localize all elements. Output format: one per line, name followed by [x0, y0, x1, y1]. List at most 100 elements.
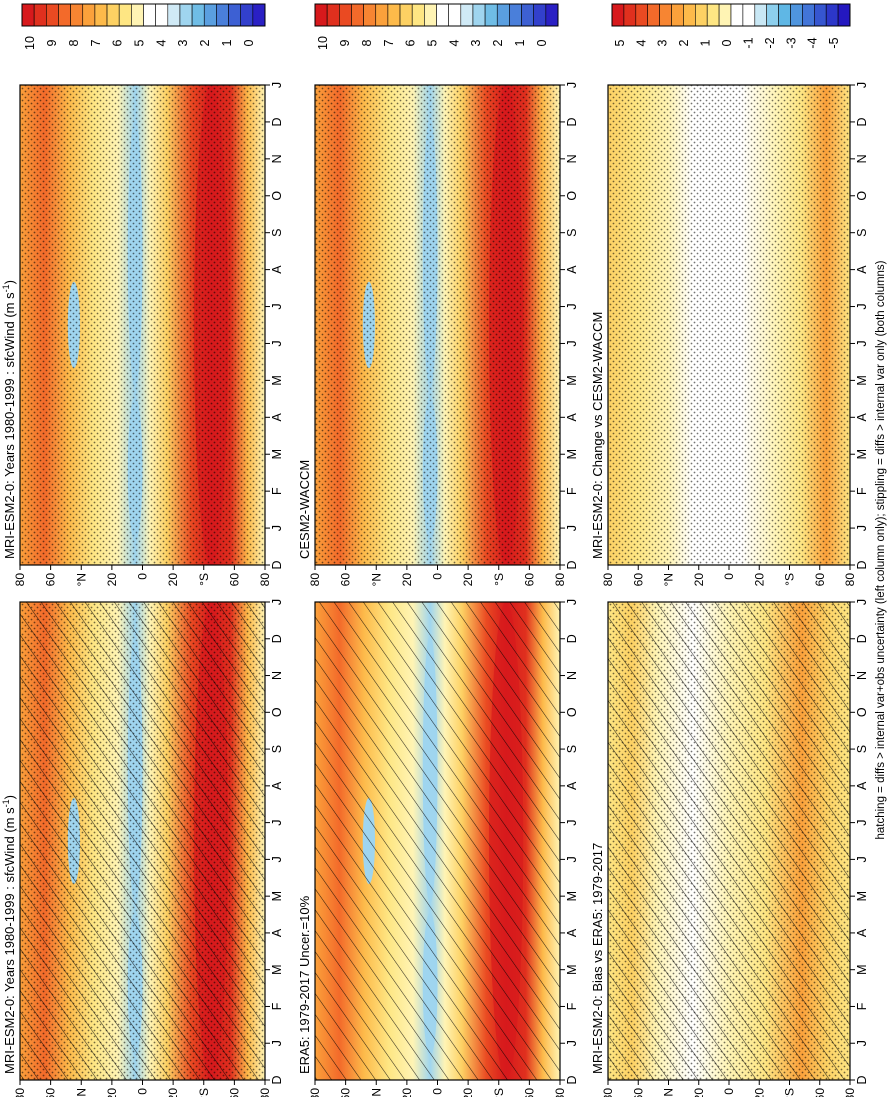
colorbar-label: 9: [338, 39, 352, 46]
panel-b-x-tick-label: O: [270, 191, 284, 201]
panel-e-y-tick-label: 20: [752, 1088, 766, 1097]
panel-b-x-tick-label: S: [270, 229, 284, 237]
panel-b-y-tick-label: 60: [227, 573, 241, 587]
colorbar-label: 3: [469, 39, 483, 46]
colorbar-swatch: [228, 3, 242, 27]
panel-c-y-tick-label: 60: [339, 1088, 353, 1097]
colorbar-swatch: [375, 3, 389, 27]
panel-f-title: MRI-ESM2-0: Change vs CESM2-WACCM: [590, 312, 605, 559]
colorbar-swatch: [33, 3, 47, 27]
panel-c-y-tick-label: °N: [369, 1088, 383, 1097]
panel-f-y-tick-label: 60: [631, 573, 645, 587]
colorbar-swatch: [131, 3, 144, 27]
colorbar-label: 7: [89, 39, 103, 46]
colorbar-label: 3: [176, 39, 190, 46]
colorbar-2: 10 9 8 7 6 5 4 3 2 1 0: [314, 3, 559, 50]
panel-c-x-tick-label: O: [565, 707, 579, 717]
colorbar-label: -5: [827, 37, 841, 48]
panel-e-x-tick-label: N: [855, 671, 869, 680]
panel-d: D J F M A M J J A S O N D J 80 60 °N 20 0 20 °S 60 80 CESM2-WAC…: [297, 82, 579, 587]
colorbar-swatch: [216, 3, 229, 27]
colorbar-swatch: [509, 3, 522, 27]
panel-e-y-tick-label: °N: [662, 1088, 676, 1097]
panel-c-x-tick-label: N: [565, 671, 579, 680]
panel-f-stippling: [608, 85, 850, 565]
panel-c-y-tick-label: °S: [492, 1088, 506, 1097]
colorbar-label: 0: [242, 39, 256, 46]
panel-b-x-tick-label: J: [270, 82, 284, 88]
colorbar-swatch: [314, 3, 328, 27]
colorbar-label: 10: [23, 36, 37, 50]
panel-d-title: CESM2-WACCM: [297, 460, 312, 559]
panel-a-x-tick-label: J: [270, 856, 284, 862]
panel-a-x-tick-label: A: [270, 928, 284, 937]
colorbar-swatch: [521, 3, 534, 27]
panel-e-hatching: [608, 602, 850, 1080]
colorbar-label: 1: [699, 39, 713, 46]
colorbar-swatch: [472, 3, 486, 27]
colorbar-swatch: [611, 3, 625, 27]
panel-d-y-tick-label: 0: [431, 573, 445, 580]
panel-f-x-tick-label: M: [855, 449, 869, 459]
panel-d-x-tick-label: D: [565, 117, 579, 126]
colorbar-1: 10 9 8 7 6 5 4 3 2 1 0: [21, 3, 266, 50]
colorbar-swatch: [545, 3, 559, 27]
colorbar-swatch: [424, 3, 437, 27]
panel-d-x-tick-label: J: [565, 82, 579, 88]
panel-c-y-tick-label: 0: [431, 1088, 445, 1095]
panel-a-y-tick-label: 0: [136, 1088, 150, 1095]
colorbar-swatch: [252, 3, 266, 27]
colorbar-label: 4: [154, 39, 168, 46]
panel-f-x-tick-label: O: [855, 191, 869, 201]
colorbar-label: 9: [45, 39, 59, 46]
panel-b-x-tick-label: D: [270, 117, 284, 126]
panel-b-y-tick-label: 20: [166, 573, 180, 587]
panel-a-y-tick-label: 80: [13, 1088, 27, 1097]
colorbar-swatch: [671, 3, 684, 27]
colorbar-swatch: [21, 3, 35, 27]
panel-c-title: ERA5: 1979-2017 Uncer.=10%: [297, 895, 312, 1074]
panel-f-x-tick-label: D: [855, 117, 869, 126]
colorbar-swatch: [167, 3, 181, 27]
panel-a-x-tick-label: J: [270, 1040, 284, 1046]
panel-c: D J F M A M J J A S O N D J 80 60 °N 20 0 20 °S 60 80 ERA5: 197…: [297, 599, 579, 1097]
colorbar-swatch: [706, 3, 720, 27]
colorbar-swatch: [718, 3, 732, 27]
panel-c-y-tick-label: 80: [553, 1088, 567, 1097]
colorbar-label: 4: [634, 39, 648, 46]
colorbar-swatch: [436, 3, 449, 27]
panel-b-x-tick-label: D: [270, 560, 284, 569]
panel-e-x-tick-label: A: [855, 928, 869, 937]
panel-b-y-tick-label: 80: [258, 573, 272, 587]
colorbar-label: 6: [111, 39, 125, 46]
colorbar-swatch: [683, 3, 696, 27]
colorbar-swatch: [694, 3, 708, 27]
panel-d-x-tick-label: O: [565, 191, 579, 201]
panel-f-y-tick-label: 80: [843, 573, 857, 587]
colorbar-label: 10: [316, 36, 330, 50]
panel-f: D J F M A M J J A S O N D J 80 60 °N 20 0 20 °S 60 80 MRI-ESM2-…: [590, 82, 869, 587]
panel-a-x-tick-label: O: [270, 707, 284, 717]
panel-d-y-tick-label: 80: [553, 573, 567, 587]
colorbar-label: 8: [360, 39, 374, 46]
colorbar-swatch: [399, 3, 413, 27]
panel-e: D J F M A M J J A S O N D J 80 60 °N 20 0 20 °S 60 80 MRI-ESM2-…: [590, 599, 869, 1097]
colorbar-label: 7: [382, 39, 396, 46]
panel-d-y-tick-label: 60: [522, 573, 536, 587]
panel-a-y-tick-label: °S: [197, 1088, 211, 1097]
panel-e-y-tick-label: 60: [813, 1088, 827, 1097]
colorbar-swatch: [484, 3, 498, 27]
colorbar-swatch: [143, 3, 156, 27]
panel-f-y-tick-label: 0: [722, 573, 736, 580]
panel-e-x-tick-label: J: [855, 819, 869, 825]
panel-f-x-tick-label: J: [855, 303, 869, 309]
panel-e-x-tick-label: D: [855, 1075, 869, 1084]
panel-b-x-tick-label: N: [270, 154, 284, 163]
colorbar-label: 0: [720, 39, 734, 46]
colorbar-swatch: [802, 3, 815, 27]
colorbar-label: -1: [741, 37, 755, 48]
panel-e-y-tick-label: 60: [631, 1088, 645, 1097]
colorbar-swatch: [411, 3, 425, 27]
colorbar-swatch: [448, 3, 462, 27]
colorbar-swatch: [623, 3, 637, 27]
